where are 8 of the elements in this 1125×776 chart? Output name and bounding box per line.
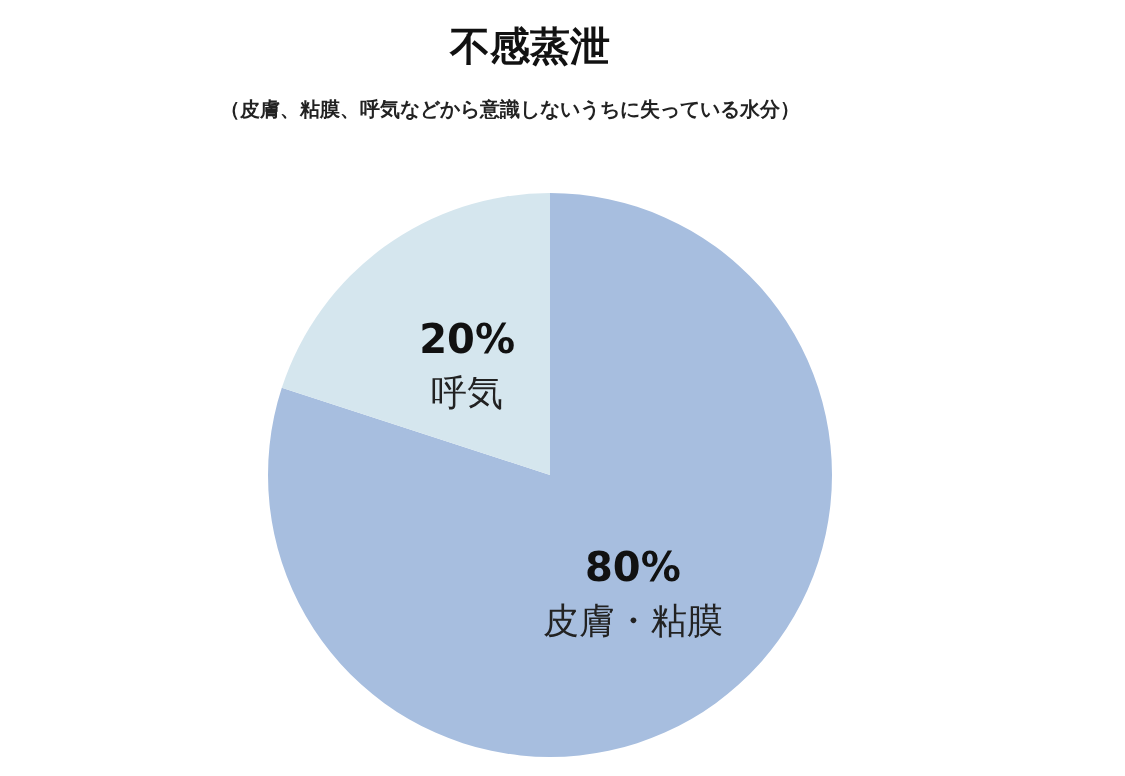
pie-slice: [268, 193, 832, 757]
chart-title: 不感蒸泄: [449, 23, 610, 69]
slice-label: 呼気: [431, 371, 504, 413]
slice-label: 皮膚・粘膜: [542, 600, 723, 642]
pie-slice: [281, 193, 550, 475]
data-label: 80%: [585, 544, 681, 591]
data-label: 20%: [419, 315, 515, 362]
chart-subtitle: （皮膚、粘膜、呼気などから意識しないうちに失っている水分）: [220, 97, 800, 121]
